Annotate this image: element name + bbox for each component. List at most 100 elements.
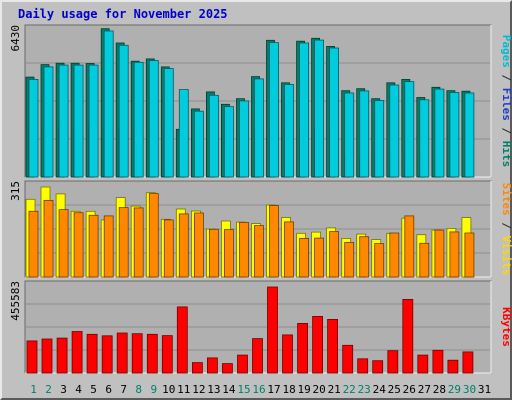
bar-sites <box>118 207 129 278</box>
bar-sites <box>389 232 400 278</box>
x-tick-label: 27 <box>418 383 431 396</box>
bar-sites <box>239 221 249 278</box>
bar-kbytes <box>146 333 158 374</box>
bar-kbytes <box>342 344 354 374</box>
legend: Sites / Visits <box>500 183 512 276</box>
bar-pages <box>359 90 370 178</box>
bar-sites <box>254 225 264 278</box>
bar-kbytes <box>131 333 143 374</box>
bar-kbytes <box>56 337 68 374</box>
bar-pages <box>449 92 460 178</box>
bar-kbytes <box>387 350 399 374</box>
bar-sites <box>344 241 355 278</box>
legend-entry: Visits <box>500 236 512 276</box>
bar-sites <box>284 221 294 278</box>
x-tick-label: 7 <box>120 383 127 396</box>
bar-sites <box>103 215 114 278</box>
x-tick-label: 2 <box>45 383 52 396</box>
bar-pages <box>239 100 249 178</box>
bar-kbytes <box>462 351 474 374</box>
x-tick-label: 15 <box>237 383 250 396</box>
bar-sites <box>359 236 370 278</box>
x-tick-label: 28 <box>433 383 446 396</box>
bar-kbytes <box>237 354 248 374</box>
x-tick-label: 13 <box>207 383 220 396</box>
bar-kbytes <box>161 335 173 374</box>
x-tick-label: 23 <box>358 383 371 396</box>
bar-pages <box>178 89 189 178</box>
bar-sites <box>299 237 310 278</box>
bar-kbytes <box>26 340 38 374</box>
bar-sites <box>464 232 475 278</box>
x-tick-label: 5 <box>90 383 97 396</box>
bar-sites <box>163 219 174 278</box>
x-tick-label: 22 <box>343 383 356 396</box>
x-tick-label: 11 <box>177 383 190 396</box>
y-max-label: 6430 <box>9 25 22 52</box>
bar-sites <box>73 212 84 278</box>
bar-sites <box>58 209 69 278</box>
bar-pages <box>314 39 325 178</box>
bar-sites <box>314 237 325 278</box>
legend-entry: / <box>500 216 512 236</box>
bar-pages <box>374 100 385 178</box>
legend-entry: / <box>500 121 512 141</box>
bar-pages <box>223 106 234 178</box>
bar-pages <box>88 64 99 178</box>
bar-sites <box>374 243 385 278</box>
legend: Pages / Files / Hits <box>500 35 512 168</box>
bar-sites <box>223 229 234 278</box>
bar-kbytes <box>447 359 459 374</box>
legend: KBytes <box>500 307 512 347</box>
bar-sites <box>43 199 54 278</box>
y-max-label: 315 <box>9 181 22 201</box>
bar-sites <box>178 213 189 278</box>
bar-pages <box>133 61 144 178</box>
x-tick-label: 19 <box>297 383 310 396</box>
bar-pages <box>73 64 84 178</box>
legend-entry: Hits <box>500 141 512 168</box>
bar-kbytes <box>86 333 98 374</box>
bar-kbytes <box>252 338 263 374</box>
x-tick-label: 14 <box>222 383 236 396</box>
x-tick-label: 25 <box>388 383 401 396</box>
bar-sites <box>208 228 219 278</box>
legend-entry: KBytes <box>500 307 512 347</box>
bar-pages <box>163 68 174 178</box>
legend-entry: / <box>500 68 512 88</box>
bar-pages <box>389 84 400 178</box>
bar-sites <box>88 214 99 278</box>
legend-entry: Pages <box>500 35 512 68</box>
bar-pages <box>299 42 310 178</box>
bar-sites <box>148 193 159 278</box>
x-tick-label: 10 <box>162 383 175 396</box>
x-tick-label: 16 <box>252 383 265 396</box>
bar-kbytes <box>297 322 309 374</box>
bar-pages <box>208 94 219 178</box>
bar-kbytes <box>221 363 233 374</box>
x-tick-label: 12 <box>192 383 205 396</box>
x-tick-label: 1 <box>30 383 37 396</box>
bar-pages <box>254 78 264 178</box>
x-tick-label: 20 <box>312 383 325 396</box>
bar-kbytes <box>417 354 429 374</box>
bar-sites <box>133 207 144 278</box>
x-tick-label: 8 <box>135 383 142 396</box>
x-tick-label: 24 <box>373 383 387 396</box>
x-tick-label: 29 <box>448 383 461 396</box>
bar-pages <box>269 42 279 178</box>
x-tick-label: 9 <box>150 383 157 396</box>
bar-pages <box>464 92 475 178</box>
bar-kbytes <box>267 286 278 374</box>
bar-kbytes <box>282 334 293 374</box>
bar-sites <box>28 210 39 278</box>
x-tick-label: 26 <box>403 383 416 396</box>
x-tick-label: 3 <box>60 383 67 396</box>
bar-pages <box>344 92 355 178</box>
x-tick-label: 31 <box>478 383 491 396</box>
x-tick-label: 17 <box>267 383 280 396</box>
bar-pages <box>58 64 69 178</box>
bar-kbytes <box>71 331 83 374</box>
bar-pages <box>404 81 415 178</box>
